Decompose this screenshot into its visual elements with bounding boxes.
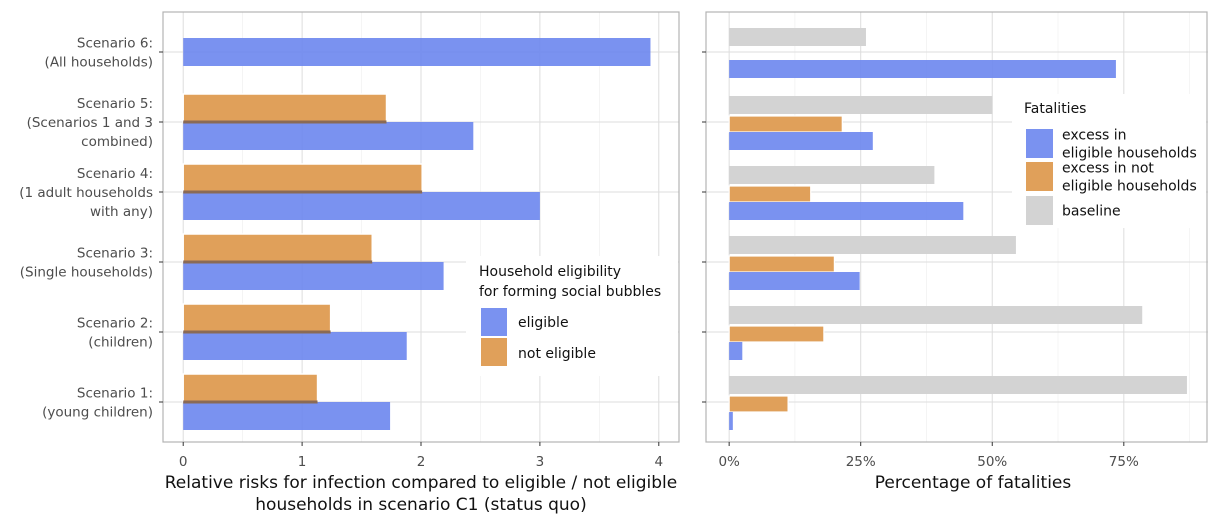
y-tick-label: Scenario 4: (1 adult households with any) — [19, 166, 153, 220]
bar-eligible — [183, 122, 474, 150]
bar-not-eligible — [182, 303, 332, 333]
legend-label-eligible: excess in eligible households — [1062, 128, 1197, 162]
y-tick-label: Scenario 5: (Scenarios 1 and 3 combined) — [27, 96, 153, 150]
bar-eligible — [183, 192, 540, 220]
bar-eligible — [183, 38, 651, 66]
y-tick-label-line: Scenario 1: — [77, 386, 153, 402]
bar-not-eligible — [182, 163, 423, 193]
y-tick-label-line: Scenario 6: — [77, 36, 153, 52]
bar-excess-eligible — [729, 272, 860, 290]
legend-key-not-eligible — [481, 338, 507, 366]
y-tick-label: Scenario 2: (children) — [77, 316, 153, 351]
x-axis-title: Relative risks for infection compared to… — [165, 473, 678, 514]
x-axis-title-line: Relative risks for infection compared to… — [165, 473, 678, 493]
bar-eligible — [183, 262, 444, 290]
y-tick-label-line: (Single households) — [20, 265, 153, 281]
bar-baseline — [729, 28, 866, 46]
legend-title-line: for forming social bubbles — [479, 284, 661, 300]
legend-title: Household eligibility for forming social … — [479, 264, 661, 300]
legend-left: eligible not eligible — [466, 256, 678, 376]
x-tick-label: 0 — [179, 454, 188, 470]
bar-excess-eligible — [729, 132, 873, 150]
bar-baseline — [729, 96, 993, 114]
y-tick-label-line: (Scenarios 1 and 3 — [27, 115, 153, 131]
legend-label-eligible: eligible — [518, 315, 569, 331]
legend-label-not_eligible-line: eligible households — [1062, 179, 1197, 195]
y-tick-label-line: Scenario 4: — [77, 166, 153, 182]
x-tick-label: 25% — [846, 454, 876, 470]
legend-label-eligible-line: excess in — [1062, 128, 1127, 144]
bar-baseline — [729, 306, 1143, 324]
y-tick-label-line: (young children) — [42, 405, 153, 421]
x-tick-label: 2 — [417, 454, 426, 470]
bar-excess-not-eligible — [728, 395, 789, 413]
y-tick-label-line: (children) — [88, 335, 153, 351]
bar-excess-not-eligible — [728, 185, 812, 203]
right-panel-border — [705, 11, 1208, 443]
bar-baseline — [729, 376, 1187, 394]
legend-label-not_eligible-line: excess in not — [1062, 161, 1154, 177]
legend-label-eligible-line: eligible households — [1062, 146, 1197, 162]
bar-baseline — [729, 236, 1016, 254]
bar-excess-eligible — [729, 202, 964, 220]
bar-not-eligible — [182, 93, 388, 123]
y-tick-label-line: Scenario 3: — [77, 246, 153, 262]
bar-excess-not-eligible — [728, 255, 835, 273]
x-axis-title-line: households in scenario C1 (status quo) — [255, 495, 586, 514]
y-tick-label-line: Scenario 5: — [77, 96, 153, 112]
y-tick-label-line: (1 adult households — [19, 185, 153, 201]
y-tick-label: Scenario 3: (Single households) — [20, 246, 153, 281]
legend-label-not_eligible: excess in not eligible households — [1062, 161, 1197, 195]
bar-baseline — [729, 166, 935, 184]
legend-label-not-eligible: not eligible — [518, 346, 596, 362]
bar-excess-eligible — [729, 60, 1116, 78]
bar-eligible — [183, 402, 391, 430]
legend-key-baseline — [1026, 196, 1053, 225]
x-tick-label: 75% — [1109, 454, 1139, 470]
legend-title-line: Household eligibility — [479, 264, 621, 280]
legend-key-eligible — [1026, 129, 1053, 158]
legend-label-baseline-line: baseline — [1062, 204, 1121, 220]
x-axis-title: Percentage of fatalities — [875, 473, 1072, 493]
legend-title: Fatalities — [1024, 101, 1086, 117]
bar-not-eligible — [182, 233, 374, 263]
y-tick-label-line: with any) — [90, 204, 153, 220]
bar-not-eligible — [182, 373, 319, 403]
bar-excess-eligible — [729, 342, 743, 360]
legend-key-eligible — [481, 308, 507, 336]
x-tick-label: 3 — [536, 454, 545, 470]
bar-excess-eligible — [729, 412, 733, 430]
y-tick-label: Scenario 6: (All households) — [45, 36, 153, 71]
bar-excess-not-eligible — [728, 325, 825, 343]
y-tick-label: Scenario 1: (young children) — [42, 386, 153, 421]
bar-excess-not-eligible — [728, 115, 843, 133]
x-tick-label: 50% — [977, 454, 1007, 470]
y-tick-label-line: (All households) — [45, 55, 153, 71]
legend-label-baseline: baseline — [1062, 204, 1121, 220]
x-tick-label: 4 — [654, 454, 663, 470]
legend-key-not_eligible — [1026, 162, 1053, 191]
y-tick-label-line: combined) — [81, 134, 153, 150]
x-tick-label: 0% — [718, 454, 740, 470]
x-tick-label: 1 — [298, 454, 307, 470]
y-tick-label-line: Scenario 2: — [77, 316, 153, 332]
bar-eligible — [183, 332, 407, 360]
